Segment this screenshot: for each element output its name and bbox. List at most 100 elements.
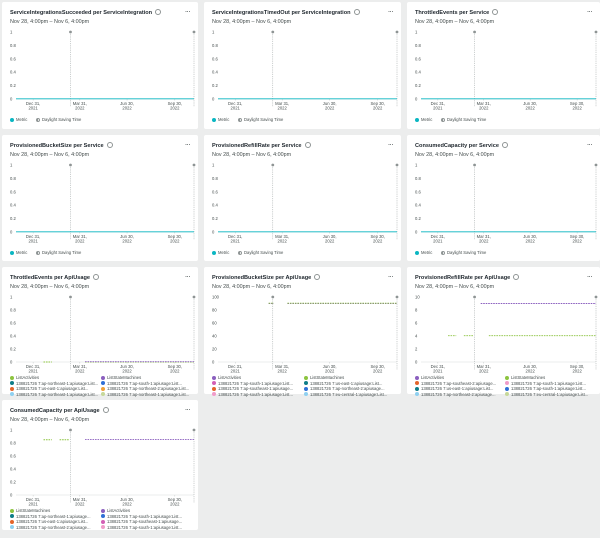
legend-item[interactable]: Metric [212, 117, 229, 122]
info-icon[interactable] [155, 9, 162, 15]
legend-item[interactable]: ListStateMachines [101, 375, 141, 380]
widget-card[interactable]: ServiceIntegrationsSucceeded per Service… [2, 2, 198, 129]
legend-item[interactable]: 138821726 7:eu-central-1:apiusage:List..… [304, 392, 387, 397]
legend-item[interactable]: 138821726 7:ap-northeast-1:apiusage:List… [10, 381, 98, 386]
more-options-button[interactable]: ... [387, 270, 394, 279]
dst-marker-dot[interactable] [395, 30, 399, 34]
info-icon[interactable] [106, 142, 113, 148]
legend-item-dst[interactable]: Daylight Saving Time [238, 250, 283, 255]
widget-card[interactable]: ProvisionedBucketSize per ApiUsage Nov 28… [204, 267, 401, 397]
legend-item[interactable]: 138821726 7:us-east-1:apiusage:List... [415, 386, 493, 391]
legend-item[interactable]: 138821726 7:ap-south-1:apiusage:List... [505, 386, 586, 391]
legend-item[interactable]: ListActivities [415, 375, 444, 380]
legend-item[interactable]: Metric [415, 117, 432, 122]
widget-card[interactable]: ProvisionedRefillRate per Service Nov 28,… [204, 135, 401, 261]
legend-item-dst[interactable]: Daylight Saving Time [238, 117, 283, 122]
dst-marker-dot[interactable] [192, 295, 196, 299]
more-options-button[interactable]: ... [586, 270, 593, 279]
legend-item[interactable]: Metric [10, 250, 27, 255]
more-options-button[interactable]: ... [387, 5, 394, 14]
legend-item[interactable]: 138821726 7:ap-southeast-1:apiusage... [101, 519, 182, 524]
legend-item[interactable]: 138821726 7:ap-south-1:apiusage:List... [212, 381, 293, 386]
legend-item[interactable]: 138821726 7:ap-southeast-2:apiusage... [415, 381, 496, 386]
dst-marker-dot[interactable] [69, 163, 72, 167]
legend-item[interactable]: Metric [415, 250, 432, 255]
info-icon[interactable] [314, 274, 321, 280]
dst-marker-dot[interactable] [271, 295, 275, 299]
more-options-button[interactable]: ... [184, 270, 191, 279]
dst-marker-dot[interactable] [271, 30, 275, 34]
widget-card[interactable]: ThrottledEvents per ApiUsage Nov 28, 4:00… [2, 267, 198, 397]
legend-item[interactable]: 138821726 7:ap-northeast-2:apiusage... [304, 386, 385, 391]
widget-card[interactable]: ProvisionedBucketSize per Service Nov 28,… [2, 135, 198, 261]
info-icon[interactable] [492, 9, 499, 15]
legend-item[interactable]: 138821726 7:ap-south-1:apiusage:List... [212, 392, 293, 397]
legend-item[interactable]: 138821726 7:ap-northeast-2:apiusage... [415, 392, 496, 397]
legend-item-dst[interactable]: Daylight Saving Time [441, 117, 486, 122]
widget-card[interactable]: ProvisionedRefillRate per ApiUsage Nov 28… [407, 267, 600, 397]
legend-item[interactable]: ListActivities [212, 375, 241, 380]
legend-item[interactable]: ListStateMachines [10, 508, 50, 513]
legend-item[interactable]: 138821726 7:us-east-1:apiusage:List... [10, 519, 88, 524]
legend-item[interactable]: 138821726 7:us-east-1:apiusage:List... [304, 381, 382, 386]
dst-marker-dot[interactable] [473, 163, 476, 167]
dst-marker-dot[interactable] [473, 30, 476, 34]
legend-item[interactable]: 138821726 7:ap-south-1:apiusage:List... [505, 381, 586, 386]
dst-marker-dot[interactable] [594, 30, 598, 34]
legend-item[interactable]: ListActivities [10, 375, 39, 380]
widget-card[interactable]: ConsumedCapacity per Service Nov 28, 4:00… [407, 135, 600, 261]
legend-item[interactable]: 138821726 7:us-east-1:apiusage:List... [10, 386, 88, 391]
legend-item[interactable]: 138821726 7:ap-northeast-1:apiusage:List… [101, 392, 189, 397]
dst-marker-dot[interactable] [69, 428, 72, 432]
info-icon[interactable] [92, 274, 99, 280]
legend-item[interactable]: Metric [10, 117, 27, 122]
dst-marker-dot[interactable] [192, 30, 196, 34]
dst-marker-dot[interactable] [473, 295, 476, 299]
legend-item[interactable]: ListStateMachines [505, 375, 545, 380]
more-options-button[interactable]: ... [586, 138, 593, 147]
info-icon[interactable] [102, 407, 109, 413]
dst-marker-dot[interactable] [192, 428, 196, 432]
legend-item[interactable]: 138821726 7:ap-northeast-1:apiusage:List… [10, 392, 98, 397]
more-options-button[interactable]: ... [184, 5, 191, 14]
legend-item[interactable]: ListStateMachines [304, 375, 344, 380]
more-options-button[interactable]: ... [184, 403, 191, 412]
dst-marker-dot[interactable] [594, 295, 598, 299]
widget-card[interactable]: ServiceIntegrationsTimedOut per ServiceI… [204, 2, 401, 129]
info-icon[interactable] [353, 9, 360, 15]
legend-item[interactable]: 138821726 7:ap-northeast-2:apiusage:List… [101, 386, 189, 391]
legend-item[interactable]: 138821726 7:eu-central-1:apiusage:List..… [505, 392, 588, 397]
legend-item[interactable]: 138821726 7:ap-south-1:apiusage:List... [101, 525, 182, 530]
info-icon[interactable] [501, 142, 508, 148]
widget-card[interactable]: ConsumedCapacity per ApiUsage Nov 28, 4:0… [2, 400, 198, 530]
more-options-button[interactable]: ... [586, 5, 593, 14]
legend-item-dst[interactable]: Daylight Saving Time [36, 250, 81, 255]
legend-item[interactable]: 138821726 7:ap-northeast-2:apiusage... [10, 525, 91, 530]
legend-item-dst[interactable]: Daylight Saving Time [36, 117, 81, 122]
dst-marker-dot[interactable] [192, 163, 196, 167]
dst-marker-dot[interactable] [395, 295, 399, 299]
dst-marker-dot[interactable] [594, 163, 598, 167]
legend-item[interactable]: ListActivities [101, 508, 130, 513]
legend-item[interactable]: 138821726 7:ap-northeast-1:apiusage... [10, 514, 91, 519]
legend-item-dst[interactable]: Daylight Saving Time [441, 250, 486, 255]
legend-item[interactable]: 138821726 7:ap-south-1:apiusage:List... [101, 514, 182, 519]
more-options-button[interactable]: ... [387, 138, 394, 147]
dst-marker-dot[interactable] [69, 30, 72, 34]
more-options-button[interactable]: ... [184, 138, 191, 147]
dst-marker-dot[interactable] [69, 295, 72, 299]
dst-marker-dot[interactable] [271, 163, 275, 167]
dst-marker-dot[interactable] [395, 163, 399, 167]
info-icon[interactable] [304, 142, 311, 148]
legend-item[interactable]: 138821726 7:ap-south-1:apiusage:List... [101, 381, 182, 386]
